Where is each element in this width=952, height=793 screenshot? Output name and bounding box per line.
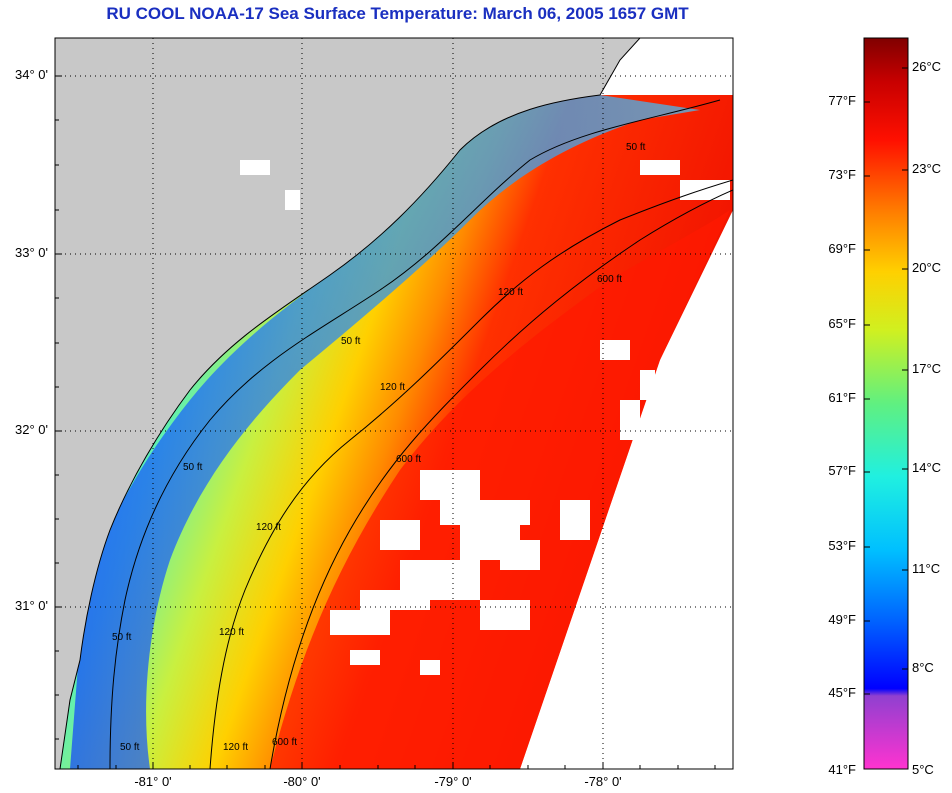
colorbar-fahrenheit-label: 61°F [828, 390, 856, 405]
colorbar-celsius-label: 20°C [912, 260, 942, 275]
contour-600ft [269, 189, 733, 769]
map-frame [54, 37, 734, 770]
contour-label: 50 ft [341, 336, 361, 347]
colorbar-fahrenheit-label: 53°F [828, 538, 856, 553]
colorbar-fahrenheit-label: 41°F [828, 762, 856, 777]
contour-label: 50 ft [112, 632, 132, 643]
colorbar-celsius-label: 5°C [912, 762, 934, 777]
colorbar-celsius-label: 26°C [912, 59, 942, 74]
axis-ticks [55, 75, 716, 769]
colorbar-celsius-label: 14°C [912, 460, 942, 475]
colorbar-ticks [864, 67, 908, 695]
latitude-label: 33° 0' [15, 245, 48, 260]
contour-label: 120 ft [380, 382, 405, 393]
colorbar-celsius-label: 11°C [912, 561, 941, 576]
colorbar [863, 37, 909, 770]
latitude-label: 32° 0' [15, 422, 48, 437]
contour-120ft [209, 179, 733, 769]
colorbar-fahrenheit-label: 49°F [828, 612, 856, 627]
contour-label: 120 ft [219, 627, 244, 638]
contour-label: 600 ft [597, 274, 622, 285]
graticule [55, 38, 733, 769]
bathymetry-contours [109, 99, 733, 769]
contour-label: 50 ft [626, 142, 646, 153]
colorbar-fahrenheit-label: 73°F [828, 167, 856, 182]
contour-50ft [109, 99, 721, 769]
land-mass [55, 38, 641, 769]
contour-label: 120 ft [256, 522, 281, 533]
colorbar-fahrenheit-label: 77°F [828, 93, 856, 108]
longitude-label: -81° 0' [134, 774, 172, 789]
latitude-label: 31° 0' [15, 598, 48, 613]
contour-label: 120 ft [223, 742, 248, 753]
colorbar-fahrenheit-label: 45°F [828, 685, 856, 700]
contour-labels: 50 ft 50 ft 50 ft 50 ft 50 ft 120 ft 120… [112, 142, 646, 753]
contour-label: 50 ft [120, 742, 140, 753]
colorbar-fahrenheit-label: 57°F [828, 463, 856, 478]
longitude-label: -80° 0' [283, 774, 321, 789]
contour-label: 50 ft [183, 462, 203, 473]
contour-label: 600 ft [272, 737, 297, 748]
colorbar-fahrenheit-label: 65°F [828, 316, 856, 331]
colorbar-celsius-label: 8°C [912, 660, 934, 675]
latitude-label: 34° 0' [15, 67, 48, 82]
colorbar-celsius-label: 23°C [912, 161, 942, 176]
nearshore-cold-water [70, 95, 700, 769]
map-title: RU COOL NOAA-17 Sea Surface Temperature:… [106, 4, 689, 23]
contour-label: 600 ft [396, 454, 421, 465]
contour-label: 120 ft [498, 287, 523, 298]
colorbar-celsius-label: 17°C [912, 361, 942, 376]
longitude-label: -78° 0' [584, 774, 622, 789]
colorbar-fahrenheit-label: 69°F [828, 241, 856, 256]
longitude-label: -79° 0' [434, 774, 472, 789]
